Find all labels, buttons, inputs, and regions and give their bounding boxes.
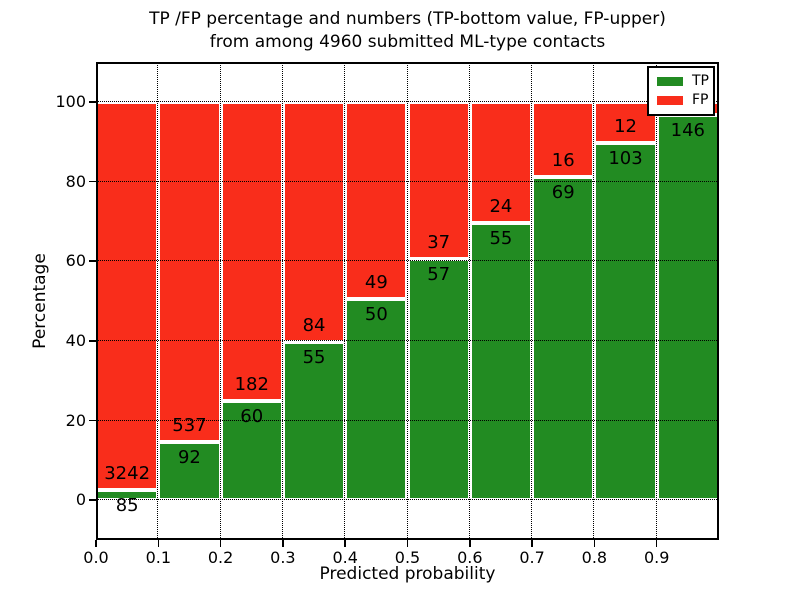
bar-segment-tp (469, 222, 533, 501)
bar-segment-tp (158, 442, 221, 501)
chart-title-line2: from among 4960 submitted ML-type contac… (209, 32, 606, 52)
tp-count-label: 55 (302, 347, 326, 369)
fp-count-label: 537 (172, 415, 207, 436)
y-tick-mark (89, 260, 96, 262)
chart-title-line1: TP /FP percentage and numbers (TP-bottom… (149, 9, 666, 29)
bar-segment-tp (345, 299, 408, 501)
legend-item: FP (649, 91, 713, 110)
y-tick-mark (89, 340, 96, 342)
tp-count-label: 85 (115, 494, 139, 516)
gridline-vertical (281, 62, 283, 540)
y-tick-label: 100 (55, 91, 86, 111)
y-tick-label: 80 (65, 171, 86, 191)
x-tick-mark (219, 540, 222, 547)
legend-swatch-tp (657, 77, 683, 86)
bar-segment-tp (532, 176, 595, 501)
gridline-vertical (157, 62, 159, 540)
x-tick-label: 0.9 (643, 548, 670, 567)
x-tick-mark (531, 540, 533, 547)
gridline-vertical (219, 62, 221, 540)
x-tick-label: 0.8 (581, 548, 608, 567)
y-tick-mark (89, 101, 96, 103)
fp-count-label: 16 (551, 149, 575, 171)
gridline-horizontal (96, 100, 719, 102)
gridline-vertical (655, 62, 657, 540)
x-tick-label: 0.1 (145, 548, 172, 567)
gridline-horizontal (96, 419, 719, 421)
tp-count-label: 146 (670, 119, 706, 141)
x-tick-label: 0.2 (207, 548, 234, 567)
fp-count-label: 182 (234, 374, 269, 396)
bar-segment-fp (594, 101, 657, 144)
fp-count-label: 3242 (104, 462, 151, 484)
gridline-horizontal (96, 260, 719, 262)
legend-swatch-fp (657, 96, 683, 105)
x-tick-mark (282, 540, 284, 547)
x-tick-mark (655, 540, 658, 547)
bar-segment-fp (345, 101, 408, 299)
x-tick-label: 0.0 (83, 548, 109, 567)
bar-segment-tp (407, 258, 470, 501)
plot-area: 3242 85 537 92 182 60 84 55 49 50 37 57 24 55 16 69 12 10… (96, 62, 719, 540)
y-tick-label: 20 (65, 410, 86, 430)
bar-segment-fp (407, 101, 470, 259)
gridline-vertical (344, 62, 346, 540)
x-tick-label: 0.4 (332, 548, 358, 567)
gridline-vertical (468, 62, 470, 540)
y-tick-label: 0 (75, 490, 86, 510)
gridline-vertical (406, 62, 408, 540)
legend-item: TP (649, 72, 713, 91)
gridline-horizontal (96, 499, 719, 501)
y-tick-label: 60 (65, 251, 86, 271)
tp-count-label: 103 (608, 148, 643, 170)
tp-count-label: 69 (551, 181, 575, 203)
x-tick-mark (406, 540, 409, 547)
y-tick-mark (89, 499, 96, 501)
x-tick-mark (95, 540, 97, 547)
x-tick-mark (344, 540, 346, 547)
bar-segment-fp (532, 101, 595, 177)
legend-item-label: FP (692, 92, 709, 108)
legend-item-label: TP (692, 73, 709, 89)
y-tick-mark (89, 180, 96, 183)
x-axis-label: Predicted probability (319, 564, 496, 584)
fp-count-label: 12 (614, 116, 637, 138)
tp-count-label: 57 (427, 263, 451, 285)
x-tick-mark (469, 540, 471, 547)
fp-count-label: 37 (427, 231, 451, 253)
gridline-vertical (531, 62, 533, 540)
x-tick-label: 0.3 (270, 548, 296, 567)
tp-count-label: 55 (489, 227, 513, 249)
x-tick-label: 0.6 (457, 548, 483, 567)
bar-segment-fp (282, 101, 346, 343)
tp-count-label: 50 (364, 304, 388, 325)
y-axis-label: Percentage (30, 253, 50, 349)
bar-segment-tp (594, 143, 657, 501)
bar-segment-fp (469, 101, 533, 223)
bar-segment-fp (158, 101, 221, 442)
bar-segment-tp (656, 114, 719, 501)
fp-count-label: 24 (489, 195, 513, 217)
gridline-horizontal (96, 180, 719, 182)
x-tick-label: 0.5 (394, 548, 421, 567)
fp-count-label: 49 (364, 272, 388, 293)
legend: TP FP (647, 66, 715, 116)
fp-count-label: 84 (302, 315, 326, 337)
y-tick-label: 40 (65, 330, 86, 350)
bar-segment-tp (282, 342, 346, 501)
tp-count-label: 60 (240, 406, 264, 428)
x-tick-mark (157, 540, 160, 547)
gridline-vertical (593, 62, 595, 540)
x-tick-label: 0.7 (519, 548, 545, 567)
gridline-horizontal (96, 339, 719, 341)
y-tick-mark (89, 419, 96, 422)
bar-segment-fp (96, 101, 159, 490)
x-tick-mark (593, 540, 596, 547)
tp-count-label: 92 (177, 447, 201, 468)
bar-segment-fp (220, 101, 283, 402)
bar-segment-tp (220, 401, 283, 501)
